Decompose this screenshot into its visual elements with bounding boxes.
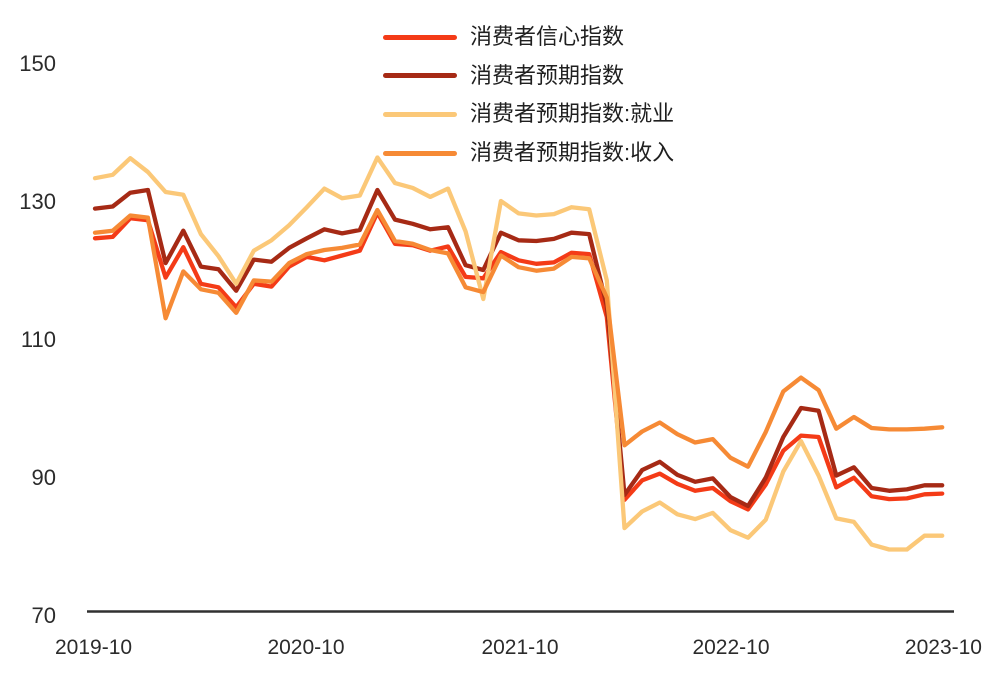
x-axis-tick-label: 2023-10 [905,636,982,659]
legend-label: 消费者信心指数 [470,24,625,50]
legend-label: 消费者预期指数 [470,62,625,88]
y-axis-tick-label: 110 [21,327,56,352]
legend-item-consumer-confidence-index: 消费者信心指数 [383,18,674,57]
x-axis-tick-label: 2019-10 [55,636,132,659]
series-line-consumer-expectation-index [92,187,945,509]
legend-swatch-consumer-expectation-employment [383,111,457,117]
legend-item-consumer-expectation-income: 消费者预期指数:收入 [383,134,674,173]
x-axis-tick-label: 2022-10 [692,636,769,659]
series-line-consumer-expectation-income [92,207,945,469]
y-axis-tick-label: 150 [19,51,56,76]
legend-label: 消费者预期指数:收入 [470,140,675,166]
legend-swatch-consumer-expectation-income [383,150,457,156]
legend: 消费者信心指数 消费者预期指数消费者预期指数:就业 消费者预期指数:收入 [383,18,674,172]
series-line-consumer-confidence-index [92,210,945,512]
x-axis-tick-label: 2021-10 [481,636,558,659]
legend-item-consumer-expectation-index: 消费者预期指数 [383,57,674,96]
x-axis-tick-label: 2020-10 [267,636,344,659]
y-axis-tick-label: 90 [32,465,56,490]
legend-label: 消费者预期指数:就业 [470,101,675,127]
y-axis-tick-label: 70 [32,603,56,628]
series-line-consumer-expectation-employment [92,155,945,552]
y-axis-tick-label: 130 [19,189,56,214]
legend-item-consumer-expectation-employment: 消费者预期指数:就业 [383,95,674,134]
legend-swatch-consumer-expectation-index [383,73,457,79]
legend-swatch-consumer-confidence-index [383,34,457,40]
